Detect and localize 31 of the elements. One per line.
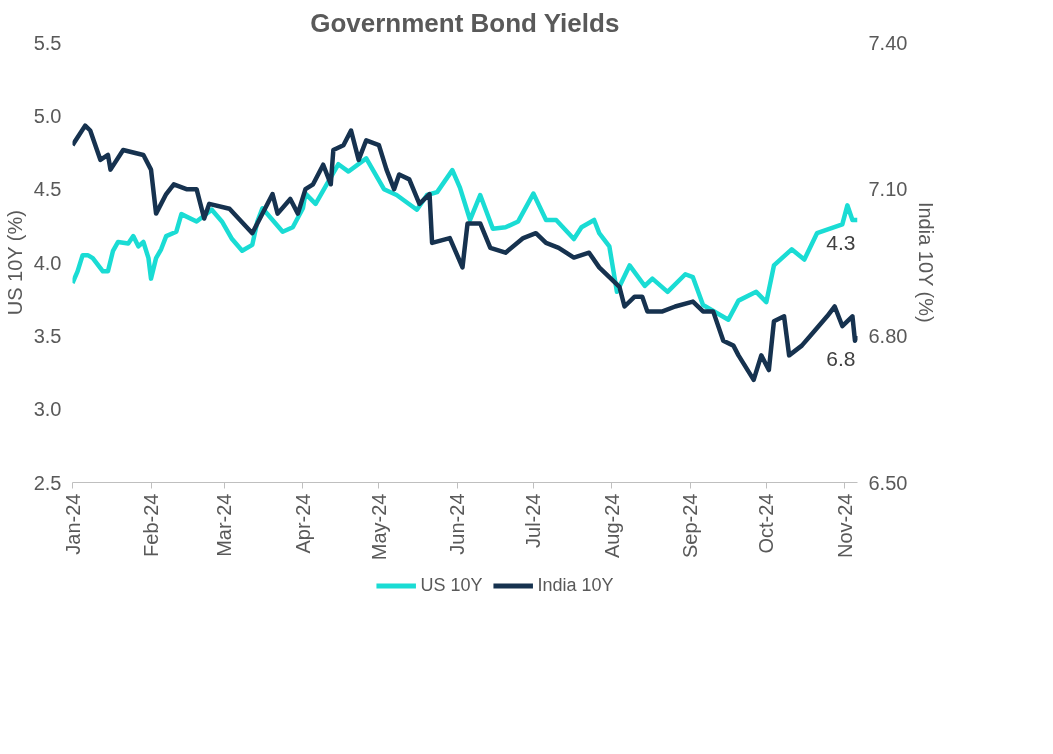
x-tick-label: Mar-24: [213, 493, 236, 557]
y-tick-label: 3.0: [33, 398, 62, 421]
x-tick-label: Oct-24: [755, 493, 778, 554]
x-tick-label: Jan-24: [61, 493, 84, 555]
y2-tick-label: 6.80: [868, 324, 908, 347]
data-label: 6.8: [826, 346, 856, 370]
y2-tick-label: 7.40: [868, 31, 908, 54]
x-tick-label: May-24: [367, 493, 390, 561]
y2-axis-title: India 10Y (%): [915, 201, 938, 323]
x-tick-label: Feb-24: [140, 493, 162, 557]
x-tick-label: Jul-24: [522, 493, 545, 548]
x-tick-label: Nov-24: [833, 493, 856, 558]
line-series: [72, 123, 858, 383]
y2-tick-label: 6.50: [868, 471, 908, 494]
x-tick-label: Jun-24: [446, 493, 469, 555]
legend-label: India 10Y: [537, 574, 614, 596]
y-axis-title: US 10Y (%): [3, 210, 26, 316]
chart-title: Government Bond Yields: [310, 7, 620, 38]
y-tick-label: 4.0: [33, 251, 62, 274]
y-tick-label: 5.5: [33, 31, 62, 54]
line-series: [72, 156, 858, 322]
x-tick-label: Aug-24: [600, 493, 623, 558]
y-tick-label: 2.5: [33, 471, 62, 494]
y-tick-label: 3.5: [33, 324, 62, 347]
y-tick-label: 5.0: [33, 104, 62, 127]
y-tick-label: 4.5: [33, 178, 62, 201]
y2-tick-label: 7.10: [868, 178, 908, 201]
data-label: 4.3: [826, 230, 856, 254]
legend-label: US 10Y: [420, 574, 483, 596]
x-tick-label: Apr-24: [291, 493, 314, 554]
x-tick-label: Sep-24: [679, 493, 702, 558]
